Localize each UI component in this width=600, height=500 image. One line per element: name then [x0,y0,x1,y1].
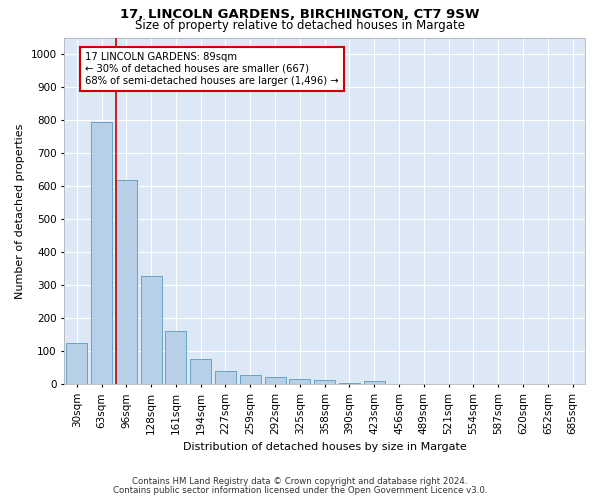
X-axis label: Distribution of detached houses by size in Margate: Distribution of detached houses by size … [183,442,467,452]
Bar [215,371,236,384]
Text: 17, LINCOLN GARDENS, BIRCHINGTON, CT7 9SW: 17, LINCOLN GARDENS, BIRCHINGTON, CT7 9S… [120,8,480,20]
Bar [265,377,286,384]
Bar [140,276,161,384]
Text: 17 LINCOLN GARDENS: 89sqm
← 30% of detached houses are smaller (667)
68% of semi: 17 LINCOLN GARDENS: 89sqm ← 30% of detac… [85,52,339,86]
Bar [166,330,187,384]
Bar [339,383,360,384]
Text: Contains HM Land Registry data © Crown copyright and database right 2024.: Contains HM Land Registry data © Crown c… [132,477,468,486]
Bar [240,376,261,384]
Bar [314,380,335,384]
Text: Size of property relative to detached houses in Margate: Size of property relative to detached ho… [135,18,465,32]
Bar [116,180,137,384]
Bar [66,343,87,384]
Y-axis label: Number of detached properties: Number of detached properties [15,124,25,298]
Bar [190,358,211,384]
Bar [364,381,385,384]
Bar [289,380,310,384]
Text: Contains public sector information licensed under the Open Government Licence v3: Contains public sector information licen… [113,486,487,495]
Bar [91,122,112,384]
